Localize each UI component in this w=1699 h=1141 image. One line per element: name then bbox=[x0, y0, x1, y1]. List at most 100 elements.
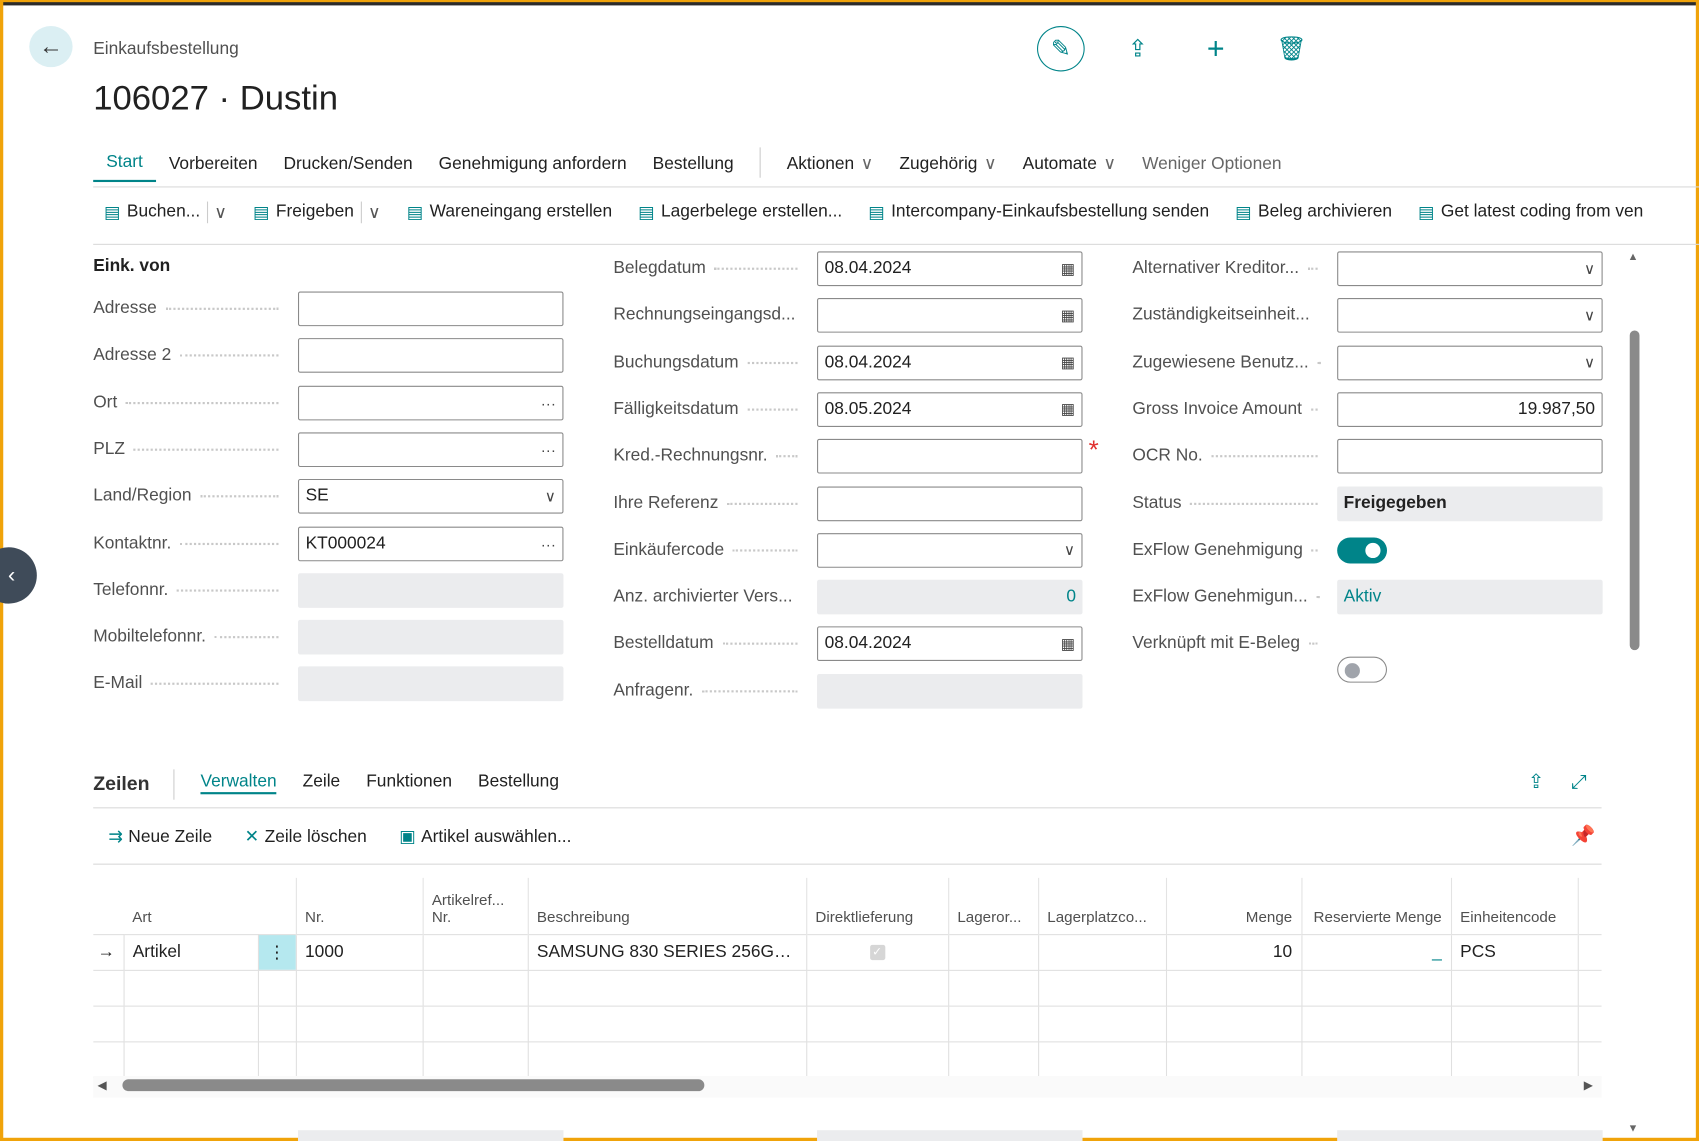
share-button[interactable]: ⇪ bbox=[1114, 26, 1162, 72]
menu-drucken-senden[interactable]: Drucken/Senden bbox=[283, 154, 413, 174]
column-header[interactable]: Direktlieferung bbox=[805, 877, 949, 935]
empty-cell[interactable] bbox=[1037, 1005, 1167, 1042]
field-land-region[interactable]: SE ∨ bbox=[297, 479, 564, 514]
calendar-icon[interactable]: ▦ bbox=[1060, 259, 1075, 277]
row-indicator-icon[interactable]: → bbox=[93, 933, 125, 971]
field-gross-invoice-amount[interactable]: 19.987,50 bbox=[1337, 392, 1603, 427]
column-header[interactable]: Art bbox=[132, 907, 152, 925]
empty-cell[interactable] bbox=[947, 969, 1039, 1007]
column-header[interactable]: Menge bbox=[1165, 877, 1302, 935]
empty-cell[interactable] bbox=[295, 1040, 424, 1078]
chevron-down-icon[interactable]: ∨ bbox=[206, 201, 227, 224]
field-buchungsdatum[interactable]: 08.04.2024 ▦ bbox=[817, 345, 1083, 380]
empty-cell[interactable] bbox=[1165, 969, 1302, 1007]
column-header[interactable]: Einheitencode bbox=[1450, 877, 1578, 935]
field-ihre-referenz[interactable] bbox=[817, 485, 1083, 521]
empty-cell[interactable] bbox=[122, 1040, 259, 1078]
back-button[interactable]: ← bbox=[29, 26, 73, 68]
action-buchen[interactable]: ▤ Buchen... ∨ bbox=[104, 201, 227, 224]
empty-cell[interactable] bbox=[527, 969, 807, 1007]
field-f-lligkeitsdatum[interactable]: 08.05.2024 ▦ bbox=[817, 392, 1083, 427]
table-row-empty[interactable] bbox=[93, 969, 1602, 1007]
calendar-icon[interactable]: ▦ bbox=[1060, 353, 1075, 371]
empty-cell[interactable] bbox=[527, 1040, 807, 1078]
empty-cell[interactable] bbox=[805, 1005, 949, 1042]
scroll-right-icon[interactable]: ▶ bbox=[1583, 1079, 1593, 1093]
scroll-down-icon[interactable]: ▼ bbox=[1627, 1122, 1639, 1135]
share-lines-button[interactable]: ⇪ bbox=[1528, 770, 1544, 793]
empty-cell[interactable] bbox=[1300, 969, 1452, 1007]
empty-cell[interactable] bbox=[295, 1005, 424, 1042]
empty-cell[interactable] bbox=[422, 969, 529, 1007]
checkbox[interactable]: ✓ bbox=[869, 944, 885, 960]
action-get-latest-coding-from-ven[interactable]: ▤ Get latest coding from ven bbox=[1418, 202, 1643, 224]
empty-cell[interactable] bbox=[1450, 1040, 1579, 1078]
field-plz[interactable]: ··· bbox=[297, 432, 564, 467]
scroll-left-icon[interactable]: ◀ bbox=[97, 1079, 107, 1093]
empty-cell[interactable] bbox=[257, 1005, 297, 1042]
chevron-down-icon[interactable]: ∨ bbox=[1583, 353, 1596, 371]
field-ort[interactable]: ··· bbox=[297, 385, 564, 420]
tab-zeile[interactable]: Zeile bbox=[302, 772, 341, 792]
action-artikel-ausw-hlen[interactable]: ▣ Artikel auswählen... bbox=[399, 826, 571, 848]
empty-cell[interactable] bbox=[1577, 1040, 1602, 1078]
field-alternativer-kreditor[interactable]: ∨ bbox=[1337, 251, 1603, 287]
field-ocr-no[interactable] bbox=[1337, 439, 1603, 474]
action-lagerbelege-erstellen[interactable]: ▤ Lagerbelege erstellen... bbox=[638, 202, 842, 224]
expand-button[interactable]: ⤢ bbox=[1571, 770, 1587, 793]
column-header[interactable]: Lageror... bbox=[947, 877, 1039, 935]
chevron-down-icon[interactable]: ∨ bbox=[360, 201, 381, 224]
cell-art[interactable]: Artikel bbox=[122, 933, 259, 971]
scroll-up-icon[interactable]: ▲ bbox=[1627, 251, 1639, 264]
field-rechnungseingangsd[interactable]: ▦ bbox=[817, 298, 1083, 333]
empty-cell[interactable] bbox=[947, 1005, 1039, 1042]
empty-cell[interactable] bbox=[422, 1040, 529, 1078]
chevron-down-icon[interactable]: ∨ bbox=[1583, 259, 1596, 277]
calendar-icon[interactable]: ▦ bbox=[1060, 634, 1075, 653]
chevron-down-icon[interactable]: ∨ bbox=[1063, 541, 1075, 559]
cell-unit[interactable]: PCS bbox=[1450, 933, 1579, 971]
empty-cell[interactable] bbox=[1450, 1005, 1579, 1042]
cell-lager[interactable] bbox=[947, 933, 1039, 971]
cell-extra[interactable] bbox=[1577, 933, 1602, 971]
empty-cell[interactable] bbox=[805, 969, 949, 1007]
action-beleg-archivieren[interactable]: ▤ Beleg archivieren bbox=[1235, 202, 1392, 224]
empty-cell[interactable] bbox=[1577, 1005, 1602, 1042]
column-header[interactable]: Beschreibung bbox=[527, 877, 807, 935]
field-belegdatum[interactable]: 08.04.2024 ▦ bbox=[817, 251, 1083, 287]
menu-fewer-options[interactable]: Weniger Optionen bbox=[1142, 154, 1282, 174]
menu-vorbereiten[interactable]: Vorbereiten bbox=[168, 154, 258, 174]
empty-cell[interactable] bbox=[1577, 969, 1602, 1007]
empty-cell[interactable] bbox=[805, 1040, 949, 1078]
cell-direct[interactable]: ✓ bbox=[805, 933, 949, 971]
ellipsis-icon[interactable]: ··· bbox=[540, 440, 556, 459]
empty-cell[interactable] bbox=[1037, 969, 1167, 1007]
calendar-icon[interactable]: ▦ bbox=[1060, 400, 1075, 418]
empty-cell[interactable] bbox=[295, 969, 424, 1007]
field-eink-ufercode[interactable]: ∨ bbox=[817, 532, 1083, 568]
empty-cell[interactable] bbox=[1450, 969, 1579, 1007]
cell-description[interactable]: SAMSUNG 830 SERIES 256GB SS... bbox=[527, 933, 807, 971]
empty-cell[interactable] bbox=[1300, 1005, 1452, 1042]
field-kontaktnr[interactable]: KT000024 ··· bbox=[297, 526, 564, 561]
menu-zugeh-rig[interactable]: Zugehörig ∨ bbox=[886, 147, 1009, 182]
table-row-empty[interactable] bbox=[93, 1040, 1602, 1078]
row-menu-icon[interactable]: ⋮ bbox=[257, 933, 297, 971]
field-exflow-genehmigung-toggle[interactable] bbox=[1337, 537, 1388, 564]
menu-bestellung[interactable]: Bestellung bbox=[652, 154, 734, 174]
field-verkn-pft-mit-e-beleg-toggle[interactable] bbox=[1337, 657, 1388, 684]
empty-cell[interactable] bbox=[947, 1040, 1039, 1078]
ellipsis-icon[interactable]: ··· bbox=[540, 534, 556, 553]
action-freigeben[interactable]: ▤ Freigeben ∨ bbox=[253, 201, 381, 224]
field-zugewiesene-benutz[interactable]: ∨ bbox=[1337, 345, 1603, 380]
empty-cell[interactable] bbox=[93, 1040, 125, 1078]
column-header[interactable]: Nr. bbox=[295, 877, 423, 935]
menu-automate[interactable]: Automate ∨ bbox=[1010, 147, 1129, 182]
new-button[interactable]: + bbox=[1192, 26, 1240, 72]
pin-button[interactable]: 📌 bbox=[1571, 825, 1595, 848]
cell-ref[interactable] bbox=[422, 933, 529, 971]
field-adresse[interactable] bbox=[297, 291, 564, 327]
tab-funktionen[interactable]: Funktionen bbox=[366, 772, 452, 792]
calendar-icon[interactable]: ▦ bbox=[1060, 306, 1075, 324]
menu-genehmigung-anfordern[interactable]: Genehmigung anfordern bbox=[438, 154, 627, 174]
